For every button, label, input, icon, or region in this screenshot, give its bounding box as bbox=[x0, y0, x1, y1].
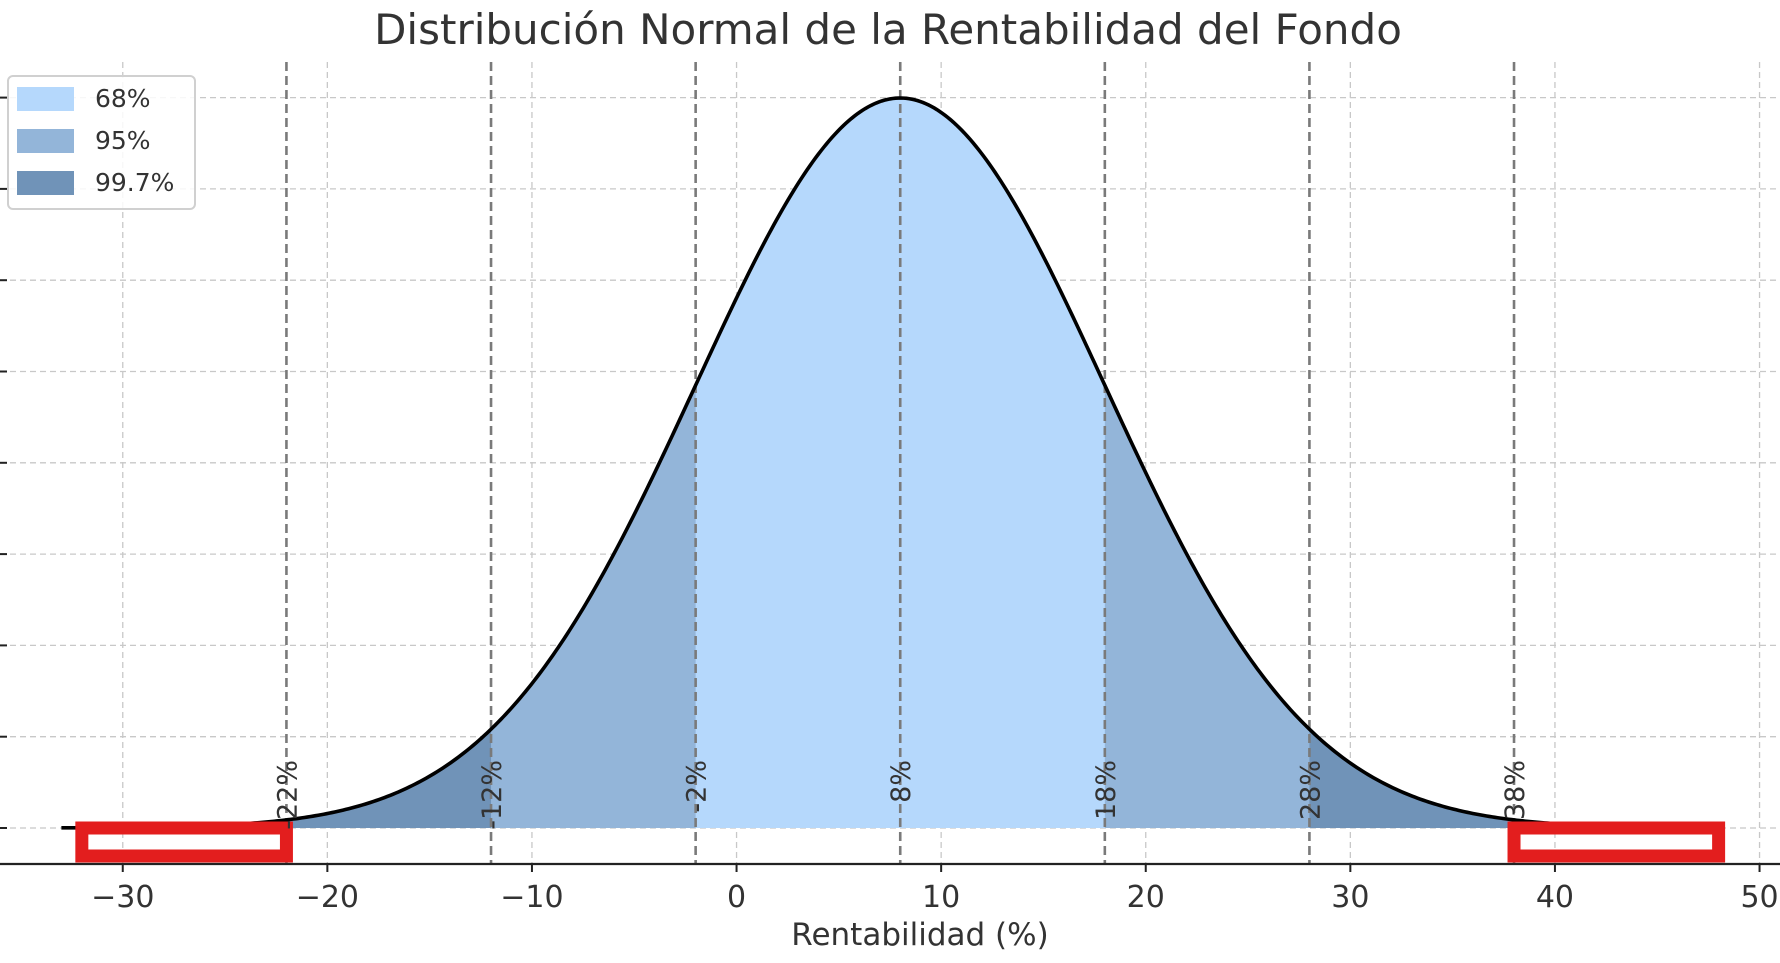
legend-swatch bbox=[17, 87, 74, 111]
x-tick-label: −30 bbox=[91, 880, 154, 915]
sigma-line-label: -22% bbox=[272, 760, 303, 830]
x-ticks: −30 −20 −10 0 10 20 30 40 50 bbox=[91, 864, 1779, 915]
legend-swatch bbox=[17, 129, 74, 153]
x-tick-label: −10 bbox=[500, 880, 563, 915]
sigma-line-label: 28% bbox=[1295, 760, 1326, 820]
x-tick-label: 50 bbox=[1740, 880, 1778, 915]
x-tick-label: 10 bbox=[922, 880, 960, 915]
legend-label: 68% bbox=[95, 84, 151, 113]
x-tick-label: 20 bbox=[1127, 880, 1165, 915]
sigma-line-label: -2% bbox=[682, 760, 713, 813]
density-curve bbox=[61, 96, 1719, 830]
sigma-line-label: 38% bbox=[1500, 760, 1531, 820]
x-tick-label: −20 bbox=[296, 880, 359, 915]
x-axis-label: Rentabilidad (%) bbox=[791, 917, 1048, 953]
sigma-lines bbox=[285, 62, 1516, 864]
tail-highlight-box bbox=[1507, 821, 1726, 863]
x-tick-label: 40 bbox=[1536, 880, 1574, 915]
legend-swatch bbox=[17, 171, 74, 195]
x-tick-label: 0 bbox=[727, 880, 746, 915]
tail-highlight-boxes bbox=[75, 821, 1726, 863]
legend-label: 99.7% bbox=[95, 168, 174, 197]
legend: 68% 95% 99.7% bbox=[7, 75, 196, 210]
tail-highlight-box bbox=[75, 821, 293, 863]
sigma-line-label: -12% bbox=[477, 760, 508, 830]
sigma-line-label: 18% bbox=[1091, 760, 1122, 820]
sigma-line-label: 8% bbox=[886, 760, 917, 803]
chart-title: Distribución Normal de la Rentabilidad d… bbox=[374, 5, 1402, 54]
x-tick-label: 30 bbox=[1331, 880, 1369, 915]
sigma-line-labels: -22% -12% -2% 8% 18% 28% 38% bbox=[272, 760, 1531, 830]
y-tick-marks bbox=[0, 96, 7, 829]
legend-label: 95% bbox=[95, 126, 151, 155]
